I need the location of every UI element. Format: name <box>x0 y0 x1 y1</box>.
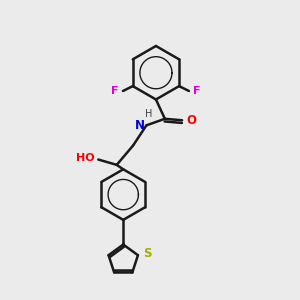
Text: HO: HO <box>76 153 95 163</box>
Text: O: O <box>187 114 196 127</box>
Text: F: F <box>194 86 201 96</box>
Text: H: H <box>145 109 152 119</box>
Text: N: N <box>135 119 145 132</box>
Text: S: S <box>143 247 152 260</box>
Text: F: F <box>111 86 118 96</box>
